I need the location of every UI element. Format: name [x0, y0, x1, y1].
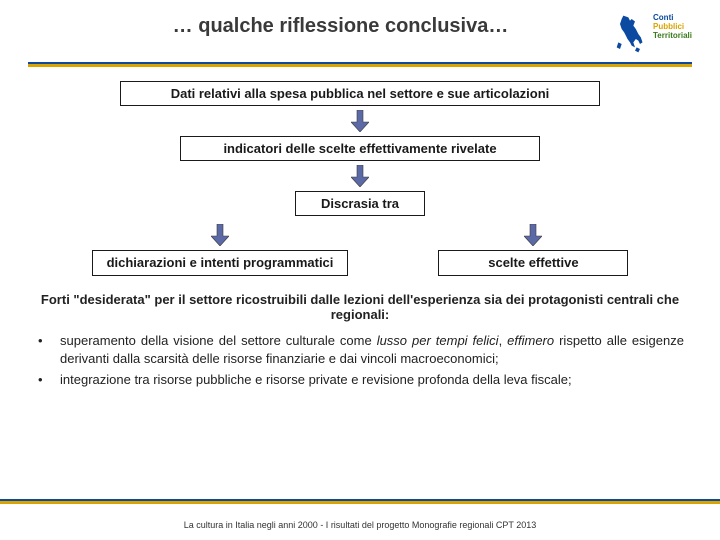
logo-line3: Territoriali: [653, 32, 692, 41]
flow-box-2: indicatori delle scelte effettivamente r…: [180, 136, 540, 161]
flow-box-3: Discrasia tra: [295, 191, 425, 216]
flowchart: Dati relativi alla spesa pubblica nel se…: [28, 81, 692, 276]
flow-box-1: Dati relativi alla spesa pubblica nel se…: [120, 81, 600, 106]
list-item: superamento della visione del settore cu…: [56, 332, 684, 367]
flow-right-col: scelte effettive: [438, 220, 628, 276]
arrow-down-icon: [524, 224, 542, 246]
flow-box-left: dichiarazioni e intenti programmatici: [92, 250, 349, 276]
logo-text: Conti Pubblici Territoriali: [653, 14, 692, 40]
bullet-list: superamento della visione del settore cu…: [28, 332, 692, 389]
intro-paragraph: Forti "desiderata" per il settore ricost…: [28, 292, 692, 322]
arrow-down-icon: [351, 165, 369, 187]
page-title: … qualche riflessione conclusiva…: [28, 14, 613, 38]
slide: … qualche riflessione conclusiva… Conti …: [0, 0, 720, 540]
flow-pair: dichiarazioni e intenti programmatici sc…: [28, 220, 692, 276]
list-item: integrazione tra risorse pubbliche e ris…: [56, 371, 684, 389]
flow-left-col: dichiarazioni e intenti programmatici: [92, 220, 349, 276]
footer-text: La cultura in Italia negli anni 2000 - I…: [0, 520, 720, 530]
italy-map-icon: [613, 14, 647, 54]
footer-rule: [0, 499, 720, 504]
header: … qualche riflessione conclusiva… Conti …: [28, 14, 692, 54]
logo: Conti Pubblici Territoriali: [613, 14, 692, 54]
arrow-down-icon: [211, 224, 229, 246]
arrow-down-icon: [351, 110, 369, 132]
header-rule: [28, 62, 692, 67]
flow-box-right: scelte effettive: [438, 250, 628, 276]
